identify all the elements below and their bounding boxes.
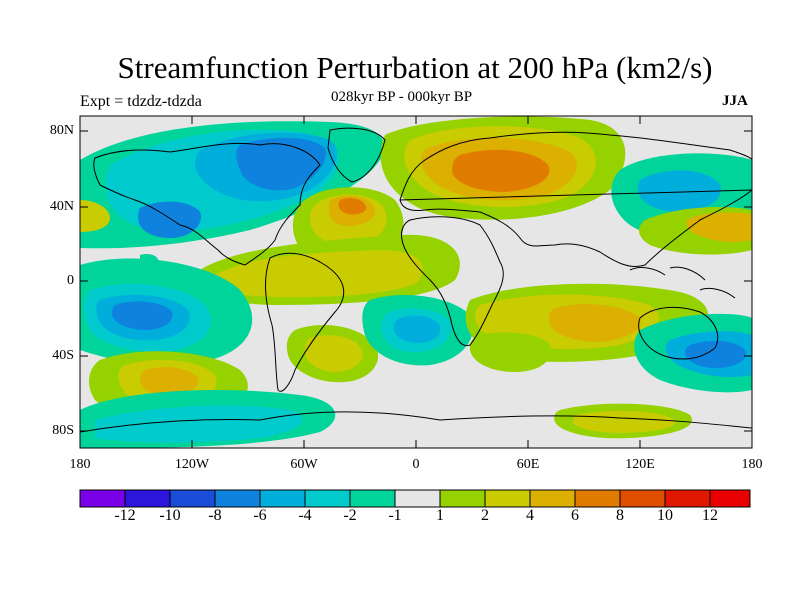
y-tick-label: 40N [49,199,74,214]
contour-region [469,332,551,372]
greenland-coast [327,127,386,183]
colorbar-label: 8 [616,507,624,524]
chart-subtitle: 028kyr BP - 000kyr BP [331,89,473,105]
contour-region [140,367,199,396]
x-tick-label: 120W [174,457,210,472]
experiment-label: Expt = tdzdz-tdzda [80,93,202,110]
x-tick-label: 0 [412,457,420,472]
colorbar-label: -8 [208,507,222,524]
colorbar-label: 4 [526,507,534,524]
colorbar-label: 6 [571,507,579,524]
contour-region [686,212,752,243]
colorbar-swatch [710,490,750,507]
australia-coast [638,306,719,360]
chart-title: Streamfunction Perturbation at 200 hPa (… [117,50,713,85]
contour-region [685,340,746,368]
colorbar-swatch [665,490,710,507]
indonesia-coast [629,266,736,299]
colorbar-label: 1 [436,507,444,524]
colorbar-swatch [350,490,395,507]
colorbar-swatch [80,490,125,507]
colorbar-swatch [260,490,305,507]
contour-region [80,200,110,232]
contour-region [140,253,159,267]
colorbar-label: -4 [298,507,312,524]
colorbar-label: 2 [481,507,489,524]
contour-region [452,149,550,192]
x-tick-label: 120E [625,457,655,472]
contour-region [393,315,441,343]
colorbar-swatch [215,490,260,507]
x-tick-label: 180 [69,457,91,472]
colorbar-swatch [305,490,350,507]
y-tick-label: 80S [52,423,74,438]
contour-region [338,198,367,215]
contour-region [112,301,173,330]
contour-region [138,201,201,238]
contour-field [80,116,752,448]
contour-region [548,304,641,342]
colorbar-label: -6 [253,507,267,524]
contour-region [95,405,303,443]
x-tick-label: 60W [290,457,318,472]
colorbar-swatch [440,490,485,507]
colorbar-swatch [170,490,215,507]
coastlines [80,127,752,433]
south-america-coast [265,252,345,392]
contour-region [637,170,721,212]
colorbar-swatch [620,490,665,507]
contour-region [305,335,363,372]
colorbar-swatch [575,490,620,507]
colorbar-swatch [395,490,440,507]
colorbar-label: 10 [657,507,673,524]
x-tick-label: 180 [741,457,763,472]
colorbar-label: -10 [159,507,181,524]
y-tick-label: 80N [49,123,74,138]
colorbar-label: -12 [114,507,136,524]
colorbar-label: -2 [343,507,357,524]
colorbar-swatch [485,490,530,507]
colorbar [79,489,751,508]
y-tick-label: 40S [52,348,74,363]
north-america-coast [93,142,321,266]
colorbar-label: 12 [702,507,718,524]
axis-ticks [80,116,752,448]
colorbar-swatch [530,490,575,507]
colorbar-swatch [125,490,170,507]
antarctica-coast [80,411,752,433]
eurasia-coast [399,131,752,267]
colorbar-label: -1 [388,507,402,524]
x-tick-label: 60E [516,457,540,472]
africa-coast [401,216,504,347]
y-tick-label: 0 [67,273,74,288]
season-label: JJA [722,93,748,109]
